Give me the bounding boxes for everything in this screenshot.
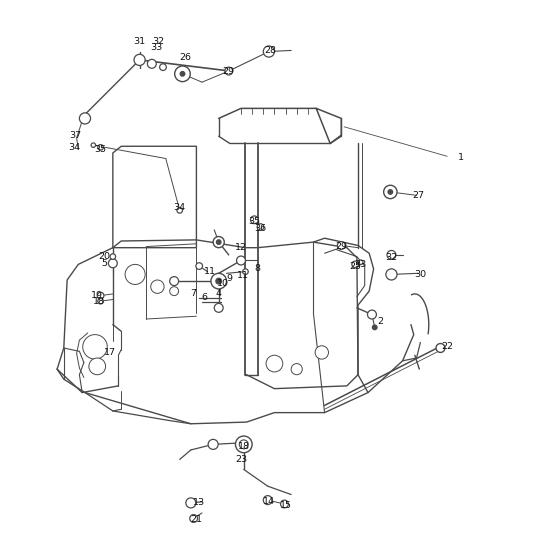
Text: 17: 17: [104, 348, 116, 357]
Text: 34: 34: [68, 143, 80, 152]
Text: 21: 21: [190, 515, 202, 524]
Circle shape: [239, 440, 248, 449]
Circle shape: [337, 241, 345, 249]
Circle shape: [196, 263, 203, 269]
Circle shape: [358, 260, 363, 264]
Text: 4: 4: [216, 290, 222, 298]
Text: 22: 22: [441, 342, 453, 351]
Circle shape: [170, 287, 179, 296]
Circle shape: [98, 298, 104, 304]
Circle shape: [180, 72, 185, 76]
Circle shape: [225, 67, 232, 75]
Circle shape: [386, 269, 397, 280]
Circle shape: [213, 236, 224, 248]
Circle shape: [91, 143, 96, 147]
Text: 20: 20: [99, 252, 110, 261]
Circle shape: [110, 254, 115, 259]
Circle shape: [89, 358, 106, 375]
Text: 33: 33: [354, 260, 367, 269]
Text: 31: 31: [133, 37, 146, 46]
Text: 28: 28: [264, 46, 276, 55]
Text: 27: 27: [412, 191, 424, 200]
Circle shape: [214, 304, 223, 312]
Text: 18: 18: [93, 297, 105, 306]
Circle shape: [352, 261, 358, 268]
Circle shape: [372, 325, 377, 330]
Circle shape: [186, 498, 196, 508]
Text: 12: 12: [235, 243, 247, 252]
Text: 23: 23: [235, 455, 247, 464]
Text: 10: 10: [217, 279, 229, 288]
Text: 25: 25: [349, 262, 361, 271]
Text: 33: 33: [150, 43, 162, 52]
Circle shape: [151, 280, 164, 293]
Circle shape: [217, 240, 221, 244]
Text: 37: 37: [69, 130, 82, 139]
Circle shape: [177, 208, 183, 213]
Text: 5: 5: [101, 259, 108, 268]
Circle shape: [125, 264, 145, 284]
Circle shape: [236, 256, 245, 265]
Circle shape: [291, 363, 302, 375]
Text: 11: 11: [204, 267, 216, 276]
Circle shape: [388, 190, 393, 194]
Text: 18: 18: [238, 441, 250, 451]
Text: 35: 35: [248, 217, 260, 226]
Circle shape: [160, 64, 166, 71]
Text: 1: 1: [458, 153, 464, 162]
Circle shape: [235, 436, 252, 452]
Circle shape: [242, 269, 248, 274]
Circle shape: [97, 292, 104, 299]
Text: 8: 8: [255, 264, 261, 273]
Text: 30: 30: [414, 270, 427, 279]
Circle shape: [170, 277, 179, 286]
Text: 2: 2: [377, 318, 383, 326]
Circle shape: [266, 355, 283, 372]
Text: 34: 34: [174, 203, 186, 212]
Text: 29: 29: [335, 242, 347, 251]
Circle shape: [263, 496, 272, 505]
Text: 29: 29: [223, 67, 235, 76]
Circle shape: [80, 113, 91, 124]
Circle shape: [367, 310, 376, 319]
Circle shape: [315, 346, 329, 359]
Text: 32: 32: [385, 253, 398, 262]
Circle shape: [109, 259, 117, 268]
Text: 19: 19: [91, 291, 103, 300]
Circle shape: [211, 273, 226, 289]
Circle shape: [387, 250, 396, 259]
Circle shape: [216, 278, 222, 284]
Text: 26: 26: [179, 53, 192, 62]
Circle shape: [436, 343, 445, 352]
Circle shape: [257, 224, 264, 230]
Text: 7: 7: [190, 290, 197, 298]
Text: 32: 32: [152, 37, 165, 46]
Circle shape: [190, 515, 198, 522]
Text: 36: 36: [254, 224, 267, 233]
Circle shape: [147, 59, 156, 68]
Circle shape: [263, 46, 274, 57]
Text: 35: 35: [95, 144, 106, 153]
Text: 13: 13: [193, 498, 206, 507]
Circle shape: [281, 500, 288, 508]
Circle shape: [208, 440, 218, 449]
Text: 11: 11: [237, 271, 249, 280]
Circle shape: [384, 185, 397, 199]
Text: 9: 9: [227, 274, 233, 283]
Text: 15: 15: [279, 501, 292, 510]
Circle shape: [175, 66, 190, 82]
Circle shape: [98, 144, 104, 150]
Circle shape: [250, 216, 258, 224]
Circle shape: [134, 54, 145, 66]
Text: 14: 14: [263, 497, 275, 506]
Circle shape: [83, 335, 108, 359]
Text: 6: 6: [202, 293, 208, 302]
